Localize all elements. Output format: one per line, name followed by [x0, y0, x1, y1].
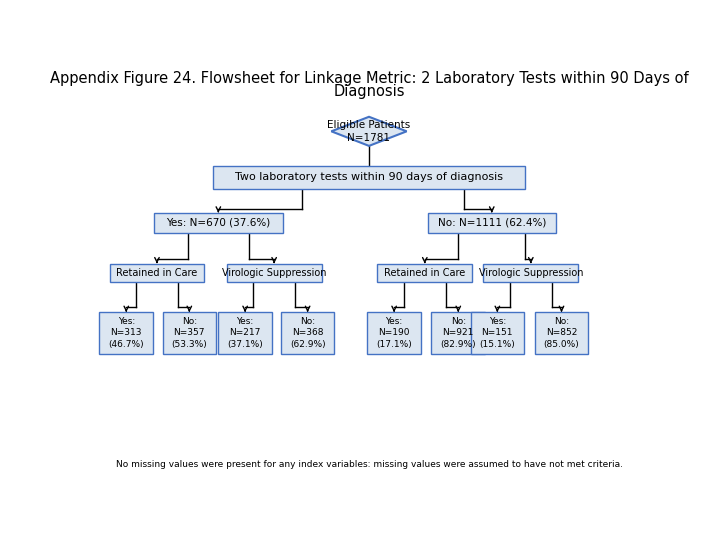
FancyBboxPatch shape [281, 312, 334, 354]
FancyBboxPatch shape [535, 312, 588, 354]
Text: No:
N=368
(62.9%): No: N=368 (62.9%) [290, 318, 325, 349]
Text: No: N=1111 (62.4%): No: N=1111 (62.4%) [438, 218, 546, 228]
Text: Two laboratory tests within 90 days of diagnosis: Two laboratory tests within 90 days of d… [235, 172, 503, 182]
Polygon shape [331, 117, 407, 146]
FancyBboxPatch shape [431, 312, 485, 354]
Text: Retained in Care: Retained in Care [384, 268, 465, 278]
Text: No:
N=921
(82.9%): No: N=921 (82.9%) [441, 318, 476, 349]
FancyBboxPatch shape [154, 213, 282, 233]
Text: Virologic Suppression: Virologic Suppression [222, 268, 326, 278]
FancyBboxPatch shape [227, 264, 322, 282]
Text: Diagnosis: Diagnosis [333, 84, 405, 99]
Text: Yes:
N=190
(17.1%): Yes: N=190 (17.1%) [377, 318, 412, 349]
Text: Appendix Figure 24. Flowsheet for Linkage Metric: 2 Laboratory Tests within 90 D: Appendix Figure 24. Flowsheet for Linkag… [50, 71, 688, 86]
Text: Virologic Suppression: Virologic Suppression [479, 268, 583, 278]
Text: Eligible Patients
N=1781: Eligible Patients N=1781 [328, 120, 410, 143]
FancyBboxPatch shape [213, 166, 526, 188]
FancyBboxPatch shape [367, 312, 421, 354]
FancyBboxPatch shape [428, 213, 556, 233]
Text: No:
N=357
(53.3%): No: N=357 (53.3%) [171, 318, 207, 349]
Text: Yes:
N=151
(15.1%): Yes: N=151 (15.1%) [480, 318, 516, 349]
FancyBboxPatch shape [377, 264, 472, 282]
FancyBboxPatch shape [109, 264, 204, 282]
Text: No missing values were present for any index variables: missing values were assu: No missing values were present for any i… [115, 460, 623, 469]
FancyBboxPatch shape [483, 264, 578, 282]
FancyBboxPatch shape [218, 312, 272, 354]
FancyBboxPatch shape [471, 312, 524, 354]
Text: No:
N=852
(85.0%): No: N=852 (85.0%) [544, 318, 580, 349]
Text: Yes: N=670 (37.6%): Yes: N=670 (37.6%) [166, 218, 271, 228]
FancyBboxPatch shape [99, 312, 153, 354]
Text: Retained in Care: Retained in Care [117, 268, 197, 278]
Text: Yes:
N=217
(37.1%): Yes: N=217 (37.1%) [228, 318, 263, 349]
Text: Yes:
N=313
(46.7%): Yes: N=313 (46.7%) [109, 318, 144, 349]
FancyBboxPatch shape [163, 312, 216, 354]
